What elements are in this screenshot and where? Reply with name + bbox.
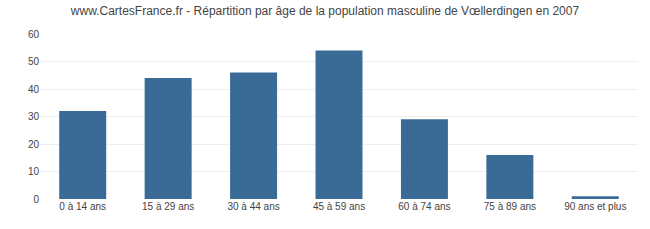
svg-text:30 à 44 ans: 30 à 44 ans [227,201,279,212]
svg-text:www.CartesFrance.fr - Répartit: www.CartesFrance.fr - Répartition par âg… [70,4,580,18]
svg-text:40: 40 [28,84,40,95]
svg-text:50: 50 [28,56,40,67]
svg-text:0: 0 [33,194,39,205]
svg-text:10: 10 [28,166,40,177]
svg-text:75 à 89 ans: 75 à 89 ans [484,201,536,212]
svg-text:0 à 14 ans: 0 à 14 ans [59,201,106,212]
svg-text:60: 60 [28,29,40,40]
svg-text:90 ans et plus: 90 ans et plus [564,201,626,212]
svg-text:20: 20 [28,139,40,150]
svg-text:60 à 74 ans: 60 à 74 ans [398,201,450,212]
svg-text:45 à 59 ans: 45 à 59 ans [313,201,365,212]
svg-text:15 à 29 ans: 15 à 29 ans [142,201,194,212]
svg-text:30: 30 [28,111,40,122]
